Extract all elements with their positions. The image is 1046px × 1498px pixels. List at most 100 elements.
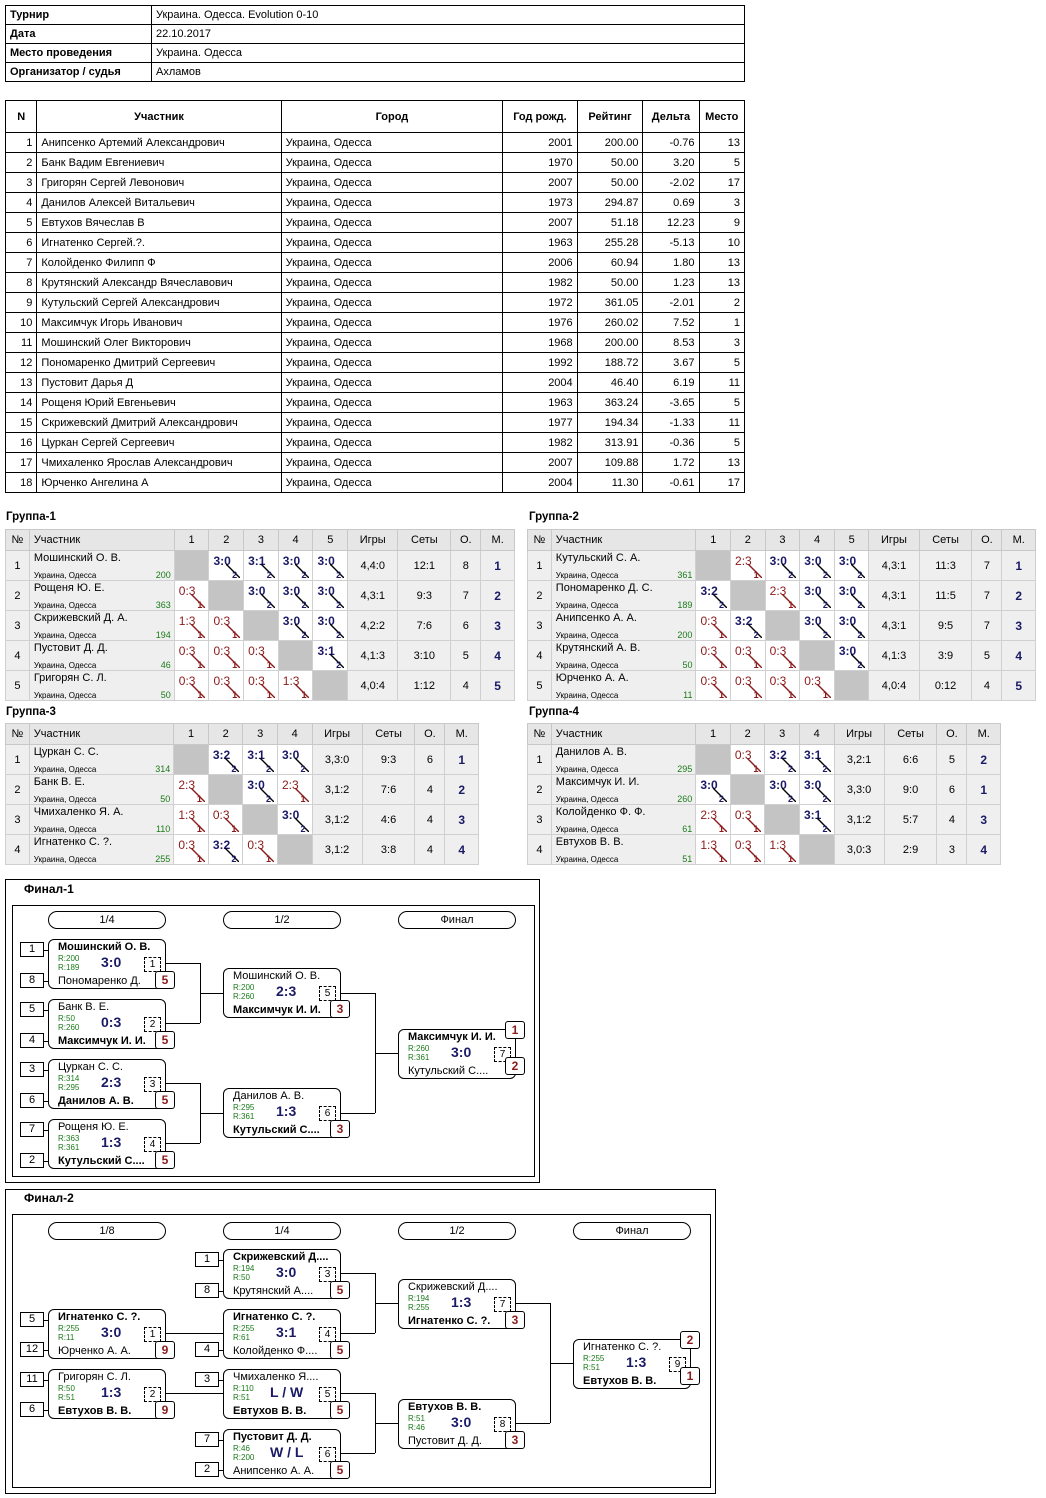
group-score-cell[interactable]: 3:2 2	[764, 744, 800, 775]
group-score-cell[interactable]: 3:0 2	[277, 550, 314, 581]
group-score-cell[interactable]: 3:0 2	[695, 774, 731, 805]
group-score-cell[interactable]: 2:3 1	[695, 804, 731, 835]
group-score-cell[interactable]: 0:3 1	[764, 640, 801, 671]
group-score-cell[interactable]: 0:3 1	[729, 834, 766, 865]
bracket-match[interactable]: Банк В. Е. R:50 R:260 0:3 Максимчук И. И. 2	[48, 999, 166, 1049]
group-header: Участник	[28, 723, 175, 745]
group-score-cell[interactable]: 3:1 2	[242, 744, 278, 775]
group-header: О.	[971, 529, 1003, 551]
group-score-cell[interactable]: 3:0 2	[208, 550, 245, 581]
group-score-cell[interactable]: 0:3 1	[208, 670, 245, 701]
group-score-cell[interactable]: 0:3 1	[730, 640, 766, 671]
group-score-cell[interactable]: 0:3 1	[173, 834, 209, 865]
group-diagonal-cell	[312, 670, 349, 701]
group-score-cell[interactable]: 3:1 2	[798, 804, 835, 835]
group-score-cell[interactable]: 2:3 1	[764, 580, 801, 611]
group-score-cell[interactable]: 0:3 1	[173, 640, 210, 671]
bracket-match[interactable]: Григорян С. Л. R:50 R:51 1:3 Евтухов В. В. 2	[48, 1369, 166, 1419]
match-points: 2	[301, 600, 307, 610]
group-score-cell[interactable]: 3:0 2	[764, 774, 800, 805]
group-score-cell[interactable]: 3:0 2	[833, 580, 870, 611]
group-score-cell[interactable]: 3:1 2	[243, 550, 279, 581]
bracket-match[interactable]: Игнатенко С. ?. R:255 R:61 3:1 Колойденко Ф.…	[223, 1309, 341, 1359]
group-score-cell[interactable]: 0:3 1	[173, 580, 210, 611]
group-diagonal-cell	[833, 670, 870, 701]
group-score-cell[interactable]: 3:2 2	[730, 610, 766, 641]
group-score-cell[interactable]: 0:3 1	[243, 640, 279, 671]
match-player-2: Игнатенко С. ?.	[408, 1315, 491, 1327]
bracket-match[interactable]: Мошинский О. В. R:200 R:260 2:3 Максимчук И.…	[223, 968, 341, 1018]
player-city: Украина, Одесса	[555, 795, 619, 804]
group-score-cell[interactable]: 3:0 2	[833, 640, 870, 671]
group-score-cell[interactable]: 3:0 2	[799, 580, 835, 611]
bracket-match[interactable]: Рощеня Ю. Е. R:363 R:361 1:3 Кутульский С...…	[48, 1119, 166, 1169]
participant-cell: 1977	[502, 412, 578, 433]
group-score-cell[interactable]: 3:0 2	[764, 550, 801, 581]
group-score-cell[interactable]: 1:3 1	[695, 834, 731, 865]
group-score-cell[interactable]: 3:0 2	[312, 610, 349, 641]
group-score-cell[interactable]: 0:3 1	[799, 670, 835, 701]
group-score-cell[interactable]: 3:1 2	[798, 744, 835, 775]
group-score-cell[interactable]: 3:0 2	[798, 774, 835, 805]
group-score-cell[interactable]: 3:1 2	[312, 640, 349, 671]
participants-header: Рейтинг	[576, 100, 644, 133]
bracket-match[interactable]: Игнатенко С. ?. R:255 R:51 1:3 Евтухов В. В.…	[573, 1339, 691, 1389]
group-diagonal-cell	[799, 640, 835, 671]
group-score-cell[interactable]: 1:3 1	[277, 670, 314, 701]
group-score-cell[interactable]: 3:0 2	[277, 580, 314, 611]
participant-cell: 294.87	[576, 192, 644, 213]
bracket-match[interactable]: Скрижевский Д.... R:194 R:255 1:3 Игнатенко …	[398, 1279, 516, 1329]
bracket-match[interactable]: Максимчук И. И. R:260 R:361 3:0 Кутульский С…	[398, 1029, 516, 1079]
group-score-cell[interactable]: 0:3 1	[208, 640, 245, 671]
bracket-match[interactable]: Цуркан С. С. R:314 R:295 2:3 Данилов А. В. 3	[48, 1059, 166, 1109]
slash-mark	[294, 788, 309, 802]
bracket-match[interactable]: Мошинский О. В. R:200 R:189 3:0 Пономаренко …	[48, 939, 166, 989]
group-score-cell[interactable]: 0:3 1	[173, 670, 210, 701]
group-score-cell[interactable]: 3:2 2	[207, 744, 244, 775]
group-score-cell[interactable]: 1:3 1	[764, 834, 800, 865]
info-label: Дата	[5, 24, 152, 44]
group-score-cell[interactable]: 0:3 1	[730, 670, 766, 701]
group-score-cell[interactable]: 2:3 1	[276, 774, 313, 805]
group-score-cell[interactable]: 3:0 2	[799, 550, 835, 581]
player-city: Украина, Одесса	[555, 571, 619, 580]
group-score-cell[interactable]: 3:0 2	[312, 550, 349, 581]
group-score-cell[interactable]: 3:2 2	[695, 580, 732, 611]
group-score-cell[interactable]: 3:0 2	[833, 610, 870, 641]
group-score-cell[interactable]: 3:2 2	[207, 834, 244, 865]
group-score-cell[interactable]: 0:3 1	[695, 670, 732, 701]
slash-mark	[330, 594, 345, 608]
group-score-cell[interactable]: 2:3 1	[173, 774, 209, 805]
group-score-cell[interactable]: 0:3 1	[207, 804, 244, 835]
group-score-cell[interactable]: 3:0 2	[277, 610, 314, 641]
bracket-match[interactable]: Данилов А. В. R:295 R:361 1:3 Кутульский С..…	[223, 1088, 341, 1138]
group-score-cell[interactable]: 3:0 2	[833, 550, 870, 581]
group-score-cell[interactable]: 1:3 1	[173, 804, 209, 835]
slash-mark	[259, 788, 274, 802]
group-score-cell[interactable]: 0:3 1	[242, 834, 278, 865]
group-score-cell[interactable]: 3:0 2	[312, 580, 349, 611]
group-score-cell[interactable]: 3:0 2	[799, 610, 835, 641]
group-header: Сеты	[397, 529, 452, 551]
bracket-match[interactable]: Пустовит Д. Д. R:46 R:200 W / L Анипсенко А.…	[223, 1429, 341, 1479]
bracket-match[interactable]: Скрижевский Д.... R:194 R:50 3:0 Крутянский …	[223, 1249, 341, 1299]
match-player-1: Чмихаленко Я....	[233, 1371, 319, 1383]
group-score-cell[interactable]: 1:3 1	[173, 610, 210, 641]
group-score-cell[interactable]: 0:3 1	[695, 610, 732, 641]
bracket-match[interactable]: Чмихаленко Я.... R:110 R:51 L / W Евтухов В.…	[223, 1369, 341, 1419]
group-score-cell[interactable]: 0:3 1	[243, 670, 279, 701]
connector-line	[165, 1393, 223, 1394]
group-score-cell[interactable]: 3:0 2	[276, 744, 313, 775]
group-score-cell[interactable]: 0:3 1	[729, 804, 766, 835]
group-score-cell[interactable]: 0:3 1	[729, 744, 766, 775]
group-score-cell[interactable]: 3:0 2	[276, 804, 313, 835]
group-score-cell[interactable]: 0:3 1	[695, 640, 732, 671]
group-score-cell[interactable]: 3:0 2	[243, 580, 279, 611]
bracket-match[interactable]: Игнатенко С. ?. R:255 R:11 3:0 Юрченко А. А.…	[48, 1309, 166, 1359]
group-score-cell[interactable]: 0:3 1	[208, 610, 245, 641]
bracket-match[interactable]: Евтухов В. В. R:51 R:46 3:0 Пустовит Д. Д. 8	[398, 1399, 516, 1449]
slash-mark	[330, 654, 345, 668]
group-score-cell[interactable]: 0:3 1	[764, 670, 801, 701]
group-score-cell[interactable]: 3:0 2	[242, 774, 278, 805]
group-score-cell[interactable]: 2:3 1	[730, 550, 766, 581]
